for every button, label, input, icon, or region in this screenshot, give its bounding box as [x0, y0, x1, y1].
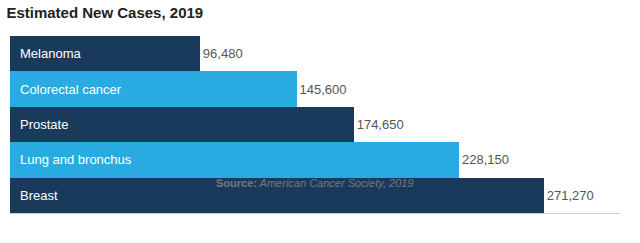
svg-text:96,480: 96,480	[203, 46, 243, 61]
svg-text:Estimated New Cases, 2019: Estimated New Cases, 2019	[6, 4, 203, 21]
svg-text:Lung and bronchus: Lung and bronchus	[20, 152, 132, 167]
svg-text:Breast: Breast	[20, 188, 58, 203]
svg-text:Colorectal cancer: Colorectal cancer	[20, 82, 122, 97]
svg-text:Melanoma: Melanoma	[20, 46, 81, 61]
svg-text:145,600: 145,600	[300, 82, 347, 97]
svg-text:174,650: 174,650	[357, 117, 404, 132]
svg-text:271,270: 271,270	[547, 188, 594, 203]
svg-text:228,150: 228,150	[462, 152, 509, 167]
svg-text:Source: American Cancer Societ: Source: American Cancer Society, 2019	[216, 177, 414, 189]
svg-text:Prostate: Prostate	[20, 117, 68, 132]
